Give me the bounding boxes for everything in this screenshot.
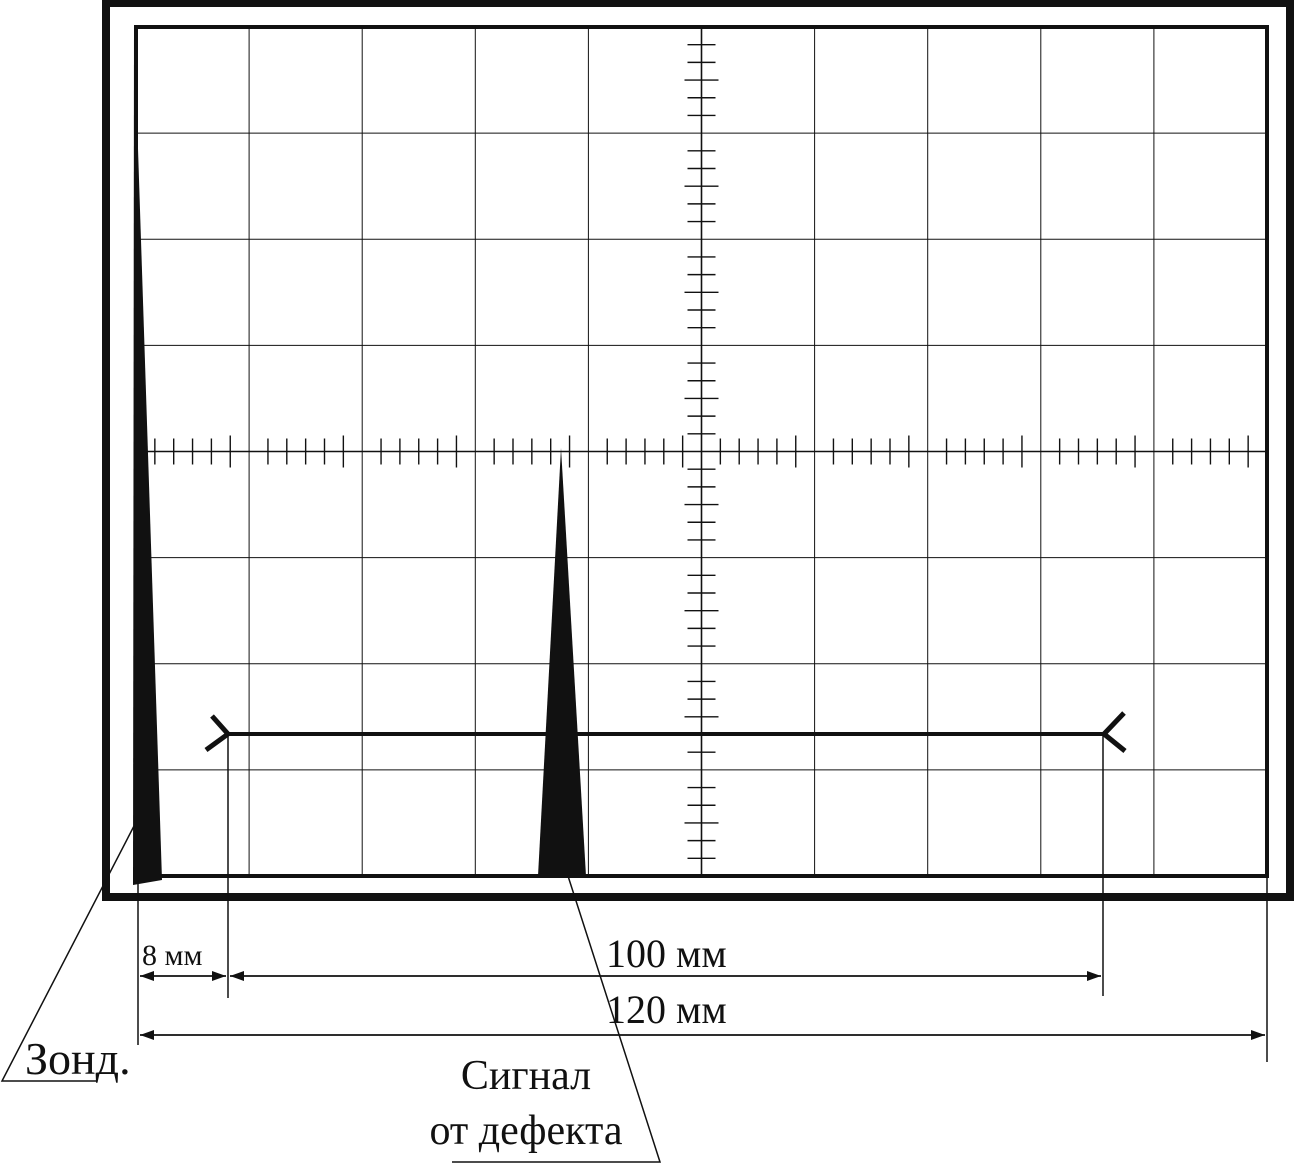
probe-pulse	[133, 27, 162, 885]
defect-leader-line	[452, 875, 662, 1163]
total-dimension-label: 120 мм	[606, 987, 727, 1032]
probe-leader-line	[0, 825, 135, 1082]
vertical-scale-ticks	[684, 43, 719, 860]
screen-bezel	[102, 0, 1294, 901]
gate-right-marker	[1100, 711, 1127, 753]
defect-pulse	[538, 448, 586, 876]
probe-label: Зонд.	[25, 1033, 131, 1084]
defect-label-line1: Сигнал	[461, 1053, 591, 1099]
gate-left-marker	[204, 714, 232, 753]
defect-label-line2: от дефекта	[429, 1108, 622, 1154]
gate-dimension-label: 100 мм	[606, 931, 727, 976]
offset-dimension-label: 8 мм	[142, 939, 202, 972]
horizontal-scale-ticks	[154, 435, 1249, 468]
dimension-offset-arrow	[140, 971, 226, 981]
dimension-gate-arrow	[230, 971, 1101, 981]
dimension-total-arrow	[140, 1030, 1265, 1040]
